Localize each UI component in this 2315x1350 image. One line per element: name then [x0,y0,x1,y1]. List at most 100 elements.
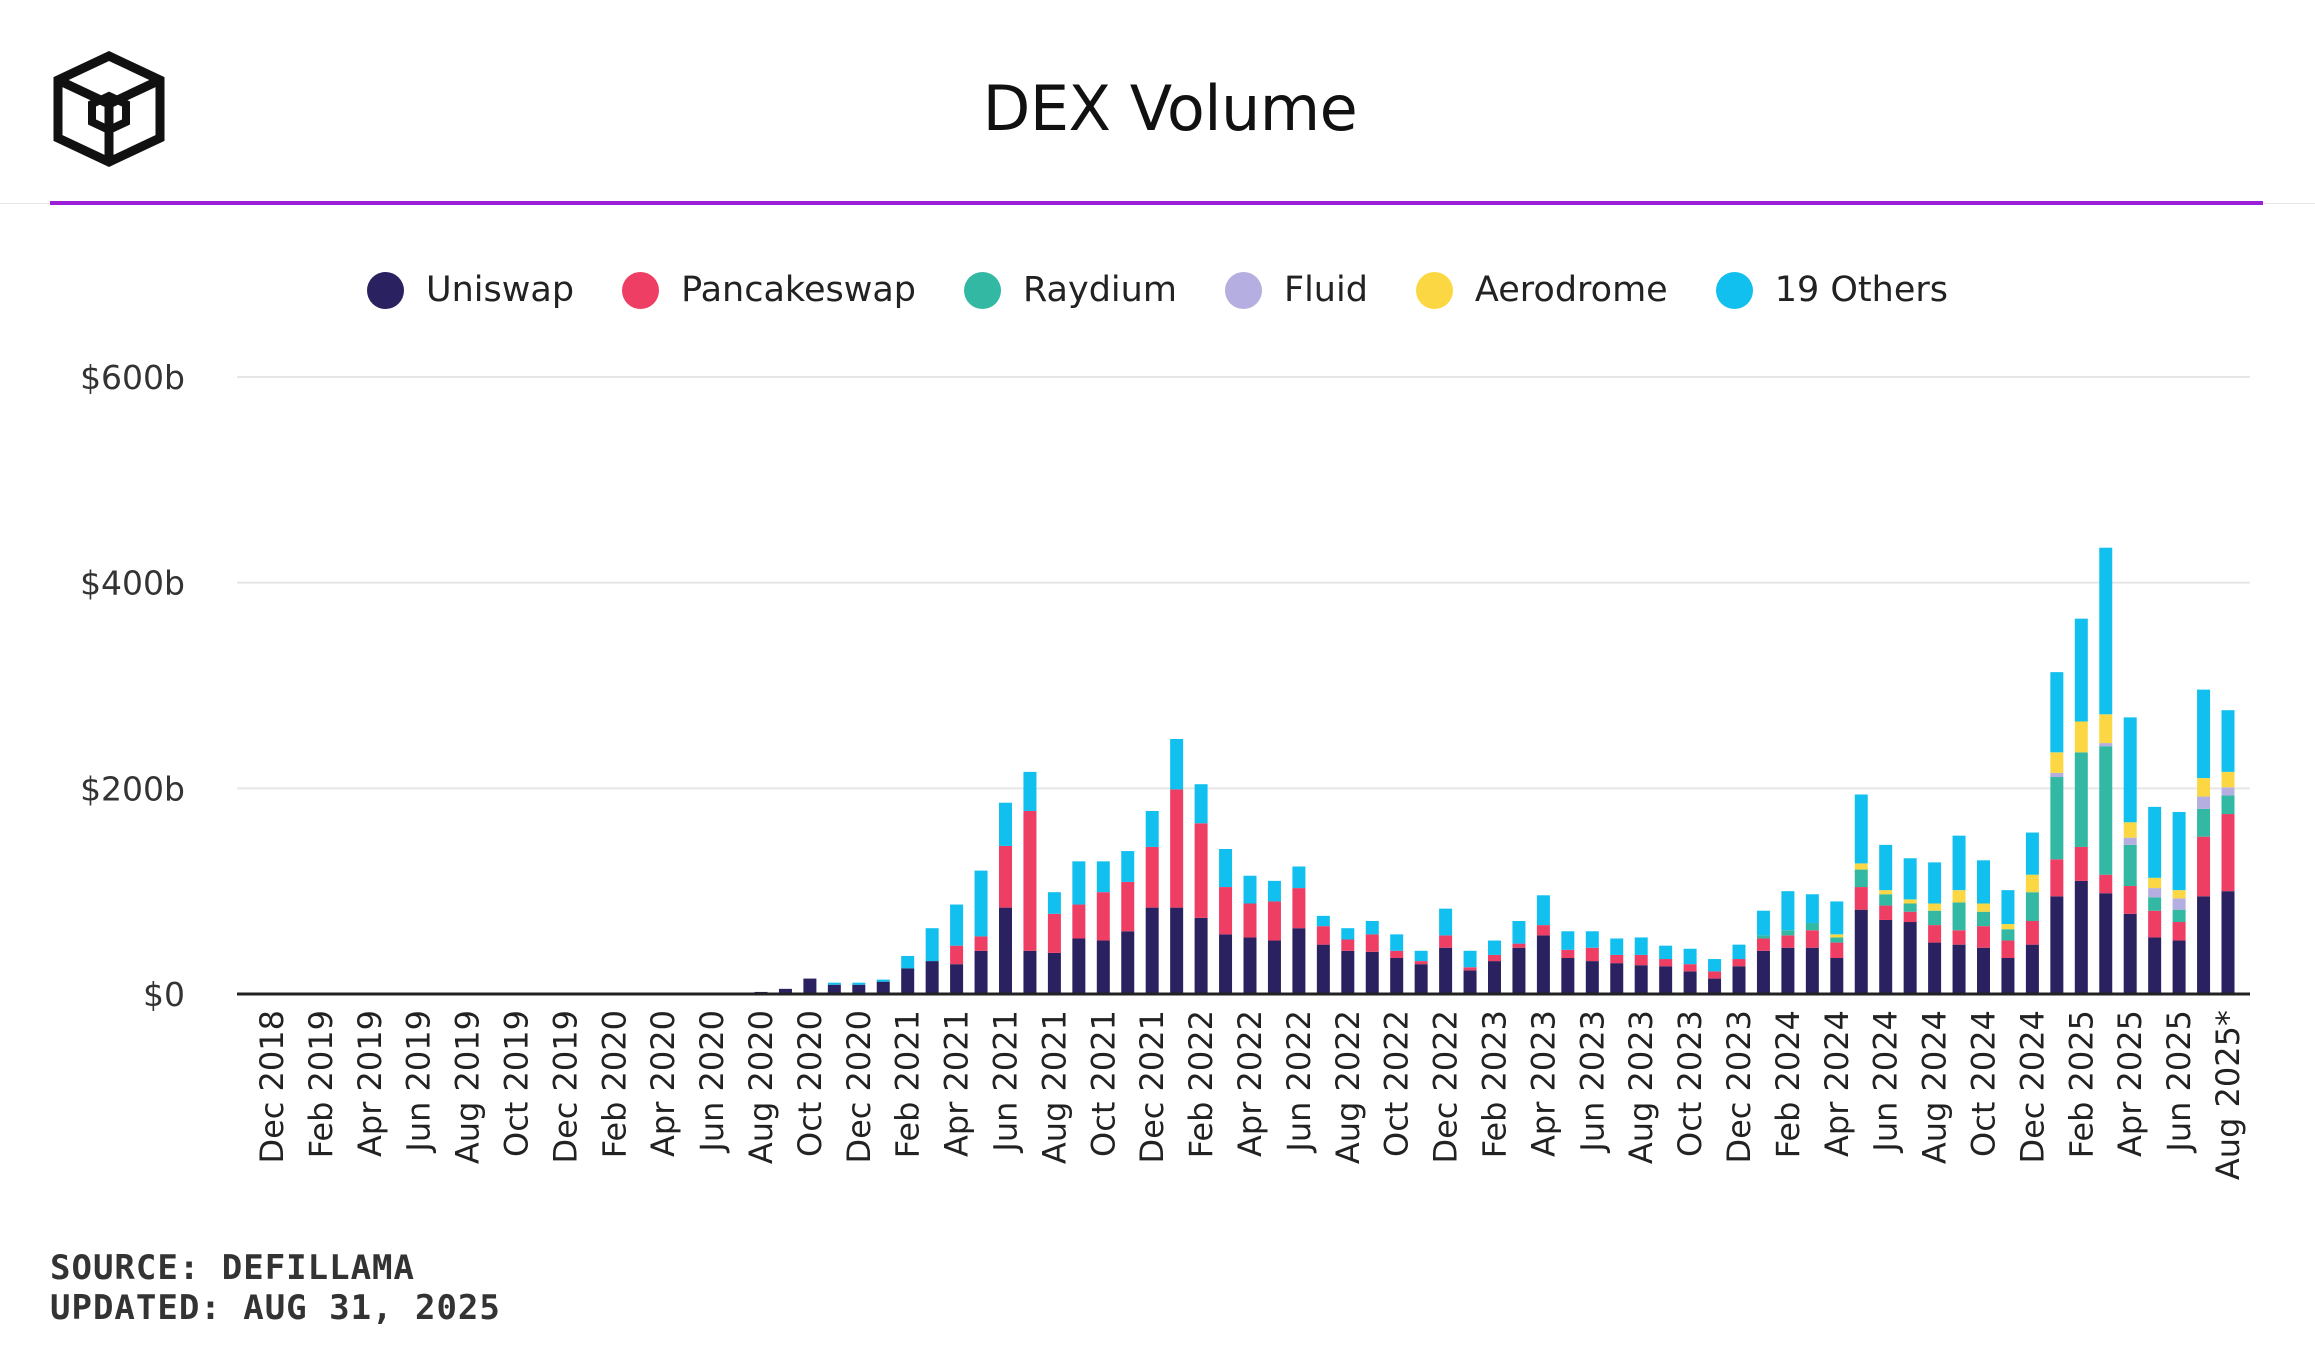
bar-segment-aerodrome [1879,890,1893,895]
bar-segment-19-others [1854,794,1868,864]
bar-segment-19-others [1463,950,1477,968]
chart-legend: Uniswap Pancakeswap Raydium Fluid Aerodrome 1… [0,270,2315,310]
bar-segment-19-others [1928,862,1942,904]
legend-item-uniswap: Uniswap [367,270,574,310]
bar-segment-19-others [1903,858,1917,900]
bar-segment-19-others [999,802,1012,846]
bar-segment-19-others [1879,844,1893,891]
bar-segment-aerodrome [2050,752,2064,773]
bar-segment-19-others [2221,710,2235,772]
x-tick-label: Jun 2021 [987,1010,1025,1154]
bar-segment-pancakeswap [1194,823,1208,918]
y-tick-label: $0 [143,975,185,1014]
bar-segment-pancakeswap [2099,874,2113,894]
bar-segment-uniswap [2221,891,2235,994]
bar-segment-pancakeswap [950,945,964,965]
x-tick-label: Apr 2023 [1524,1010,1562,1157]
bar-segment-19-others [2025,832,2039,875]
x-tick-label: Aug 2019 [449,1010,487,1164]
bar-segment-pancakeswap [1928,925,1942,943]
updated-note: UPDATED: AUG 31, 2025 [50,1288,501,1328]
bar-segment-uniswap [1683,971,1697,994]
bar-segment-19-others [1145,810,1159,847]
bar-segment-pancakeswap [1047,913,1061,953]
bar-segment-19-others [2148,806,2162,878]
bar-segment-19-others [1316,915,1330,927]
y-tick-label: $600b [80,358,185,397]
bar-segment-uniswap [778,988,792,994]
bar-segment-pancakeswap [2197,836,2211,897]
bar-segment-19-others [1170,738,1184,790]
bar-segment-aerodrome [1854,863,1868,870]
x-tick-label: Aug 2022 [1329,1010,1367,1164]
legend-swatch [1415,271,1453,309]
bar-segment-raydium [2025,892,2039,921]
bar-segment-19-others [1830,901,1844,935]
bar-segment-pancakeswap [1145,846,1159,908]
bar-segment-uniswap [1170,907,1184,994]
bar-segment-raydium [2197,808,2211,837]
bar-segment-uniswap [974,950,988,994]
x-tick-label: Apr 2021 [938,1010,976,1157]
bar-segment-pancakeswap [1390,950,1404,959]
x-tick-label: Feb 2023 [1476,1010,1514,1158]
bar-segment-aerodrome [1952,890,1966,903]
bar-segment-uniswap [1414,964,1428,994]
bar-segment-19-others [1756,910,1770,936]
bar-segment-19-others [2001,890,2015,925]
bar-segment-19-others [1683,948,1697,965]
bar-segment-pancakeswap [2172,922,2186,941]
bar-segment-pancakeswap [2001,940,2015,959]
bar-segment-uniswap [1708,978,1722,994]
x-tick-label: Jun 2025 [2160,1010,2198,1154]
bar-segment-19-others [1512,920,1526,944]
bar-segment-raydium [1928,910,1942,926]
bar-segment-uniswap [1756,950,1770,994]
bar-segment-pancakeswap [1952,930,1966,945]
x-tick-label: Dec 2023 [1720,1010,1758,1164]
bar-segment-pancakeswap [2221,814,2235,892]
bar-segment-uniswap [1634,965,1648,994]
bar-segment-uniswap [1830,958,1844,994]
bar-segment-pancakeswap [1243,903,1257,938]
bar-segment-raydium [2221,795,2235,815]
bar-segment-raydium [2148,897,2162,911]
bar-segment-aerodrome [2123,822,2137,838]
bar-segment-uniswap [1096,940,1110,994]
bar-segment-pancakeswap [2074,846,2088,881]
bar-segment-fluid [2099,743,2113,747]
bar-segment-19-others [2197,689,2211,779]
bar-segment-pancakeswap [1879,905,1893,920]
bar-segment-fluid [2123,837,2137,845]
bar-segment-19-others [901,955,915,969]
x-tick-label: Dec 2020 [840,1010,878,1164]
bar-segment-pancakeswap [1683,964,1697,972]
bar-segment-19-others [1096,861,1110,893]
bar-segment-uniswap [852,984,866,994]
bar-segment-pancakeswap [1903,911,1917,923]
bar-segment-pancakeswap [1365,934,1379,952]
bar-segment-uniswap [2148,937,2162,994]
bar-segment-19-others [827,982,841,985]
bar-segment-pancakeswap [1023,810,1037,951]
bar-segment-raydium [1952,902,1966,931]
bar-segment-uniswap [1463,970,1477,994]
bar-segment-pancakeswap [1341,939,1355,951]
x-tick-label: Oct 2019 [498,1010,536,1157]
bar-segment-pancakeswap [1659,959,1673,967]
bar-segment-uniswap [1194,917,1208,994]
bar-segment-19-others [1267,880,1281,902]
x-tick-label: Oct 2022 [1378,1010,1416,1157]
bar-segment-19-others [974,870,988,937]
bar-segment-uniswap [1439,947,1453,994]
bar-segment-19-others [950,904,964,946]
bar-segment-19-others [2099,547,2113,715]
x-tick-label: Oct 2021 [1084,1010,1122,1157]
x-tick-label: Dec 2018 [253,1010,291,1164]
bar-segment-19-others [1121,851,1135,882]
bar-segment-uniswap [1488,961,1501,994]
x-tick-label: Apr 2025 [2111,1010,2149,1157]
x-tick-label: Oct 2023 [1671,1010,1709,1157]
legend-item-fluid: Fluid [1224,270,1368,310]
stacked-bar-chart: $0 $200b $400b $600b Dec 2018 Feb 2019 Apr 201… [80,358,2250,1180]
